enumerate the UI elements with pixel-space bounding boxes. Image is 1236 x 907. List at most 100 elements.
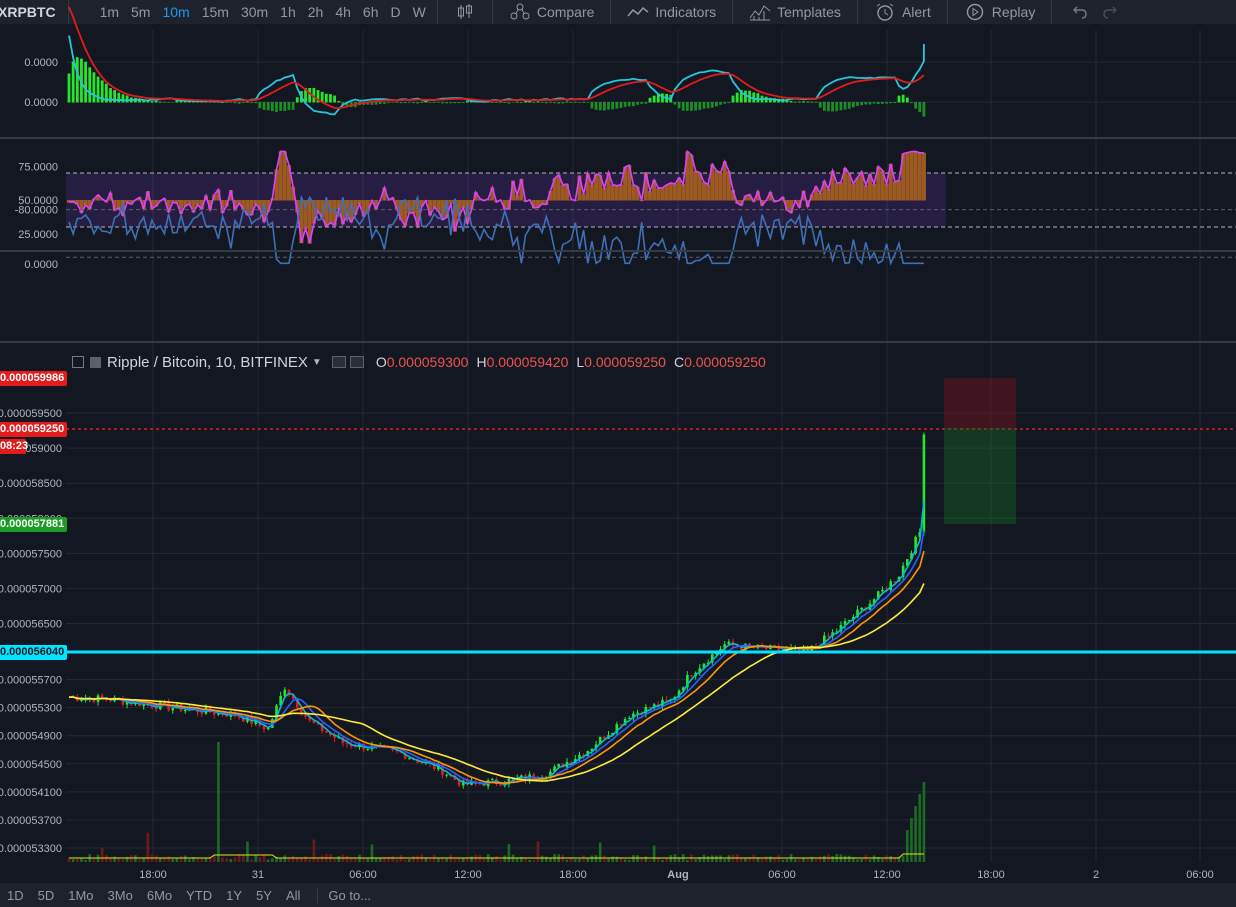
series-title[interactable]: Ripple / Bitcoin, 10, BITFINEX bbox=[107, 353, 308, 371]
symbol-search[interactable]: XRPBTC bbox=[0, 4, 56, 20]
range-3mo[interactable]: 3Mo bbox=[107, 887, 133, 903]
replay-button[interactable]: Replay bbox=[954, 0, 1046, 24]
rsi-histogram-bar bbox=[249, 200, 254, 216]
volume-bar bbox=[636, 855, 639, 862]
indicators-button[interactable]: Indicators bbox=[617, 0, 726, 24]
time-axis-label: 18:00 bbox=[139, 869, 167, 881]
rsi-line bbox=[68, 149, 924, 244]
rsi-histogram-bar bbox=[556, 174, 561, 201]
rsi-histogram-bar bbox=[477, 198, 482, 201]
macd-histogram-bar bbox=[590, 102, 594, 109]
range-5y[interactable]: 5Y bbox=[256, 887, 272, 903]
macd-histogram-bar bbox=[847, 102, 851, 109]
time-axis-label: 18:00 bbox=[559, 869, 587, 881]
time-axis-label: 06:00 bbox=[349, 869, 377, 881]
interval-w[interactable]: W bbox=[412, 4, 426, 20]
chart-canvas[interactable]: 0.0000595000.0000590000.0000585000.00005… bbox=[0, 0, 1236, 883]
macd-histogram-bar bbox=[627, 102, 631, 107]
candle-body bbox=[254, 720, 258, 724]
undo-button[interactable] bbox=[1058, 0, 1100, 24]
rsi-histogram-bar bbox=[660, 187, 665, 201]
volume-bar bbox=[748, 856, 751, 862]
interval-10m[interactable]: 10m bbox=[162, 4, 190, 20]
volume-bar bbox=[163, 857, 166, 862]
volume-bar bbox=[192, 856, 195, 862]
candle-body bbox=[823, 635, 826, 647]
rsi-histogram-bar bbox=[361, 200, 366, 217]
rsi-axis-label: 75.0000 bbox=[18, 161, 58, 173]
hide-icon[interactable] bbox=[349, 356, 364, 368]
volume-bar bbox=[893, 857, 897, 862]
rsi-histogram-bar bbox=[631, 184, 636, 201]
interval-15m[interactable]: 15m bbox=[201, 4, 229, 20]
candle-body bbox=[150, 704, 154, 708]
candle-body bbox=[594, 744, 598, 749]
volume-bar bbox=[810, 856, 814, 862]
volume-bar bbox=[785, 859, 789, 862]
range-1mo[interactable]: 1Mo bbox=[68, 887, 94, 903]
rsi-histogram-bar bbox=[166, 200, 171, 213]
interval-4h[interactable]: 4h bbox=[335, 4, 351, 20]
rsi-histogram-bar bbox=[511, 180, 516, 201]
high-key: H bbox=[476, 354, 487, 370]
macd-histogram-bar bbox=[104, 83, 108, 103]
templates-button[interactable]: Templates bbox=[739, 0, 851, 24]
candle-body bbox=[200, 712, 204, 714]
volume-bar bbox=[881, 859, 884, 862]
interval-2h[interactable]: 2h bbox=[307, 4, 324, 20]
alert-button[interactable]: Alert bbox=[864, 0, 941, 24]
candle-body bbox=[723, 644, 726, 650]
collapse-legend-button[interactable] bbox=[72, 356, 84, 368]
interval-6h[interactable]: 6h bbox=[362, 4, 379, 20]
range-1y[interactable]: 1Y bbox=[226, 887, 243, 903]
interval-1h[interactable]: 1h bbox=[280, 4, 296, 20]
interval-d[interactable]: D bbox=[390, 4, 401, 20]
macd-histogram-bar bbox=[602, 102, 606, 111]
chevron-down-icon[interactable]: ▼ bbox=[311, 356, 322, 368]
rsi-histogram-bar bbox=[863, 185, 868, 201]
compare-button[interactable]: Compare bbox=[499, 0, 605, 24]
macd-histogram-bar bbox=[432, 101, 436, 103]
range-ytd[interactable]: YTD bbox=[186, 887, 213, 903]
redo-button[interactable] bbox=[1100, 0, 1132, 24]
candle-body bbox=[677, 690, 681, 698]
volume-bar bbox=[212, 855, 216, 862]
candle-body bbox=[665, 699, 668, 701]
rsi-histogram-bar bbox=[598, 175, 603, 201]
rsi-histogram-bar bbox=[340, 200, 345, 225]
candle-body bbox=[308, 716, 311, 721]
toolbar-divider bbox=[491, 0, 493, 24]
range-1d[interactable]: 1D bbox=[7, 887, 24, 903]
settings-icon[interactable] bbox=[331, 356, 346, 368]
chart-type-button[interactable] bbox=[444, 0, 486, 24]
go-to-button[interactable]: Go to... bbox=[317, 887, 371, 903]
pane-divider[interactable] bbox=[0, 250, 1236, 252]
volume-bar bbox=[495, 856, 498, 862]
pane-divider[interactable] bbox=[0, 341, 1236, 343]
candle-body bbox=[648, 706, 652, 709]
volume-bar bbox=[221, 857, 224, 862]
volume-bar bbox=[362, 857, 365, 862]
macd-histogram-bar bbox=[92, 72, 96, 103]
macd-histogram-bar bbox=[250, 102, 253, 104]
range-6mo[interactable]: 6Mo bbox=[146, 887, 173, 903]
rsi-histogram-bar bbox=[867, 174, 872, 201]
candle-body bbox=[262, 725, 266, 730]
rsi-histogram-bar bbox=[170, 200, 175, 203]
candle-body bbox=[121, 699, 125, 705]
range-5d[interactable]: 5D bbox=[37, 887, 55, 903]
range-all[interactable]: All bbox=[285, 887, 301, 903]
price-axis-label: 0.000054500 bbox=[0, 759, 62, 771]
volume-bar bbox=[760, 858, 764, 862]
volume-bar bbox=[598, 842, 602, 862]
interval-30m[interactable]: 30m bbox=[240, 4, 269, 20]
interval-5m[interactable]: 5m bbox=[131, 4, 151, 20]
rsi-histogram-bar bbox=[432, 200, 437, 208]
rsi-histogram-bar bbox=[75, 200, 80, 205]
volume-bar bbox=[378, 858, 382, 862]
volume-bar bbox=[283, 855, 287, 862]
volume-bar bbox=[764, 856, 768, 862]
interval-1m[interactable]: 1m bbox=[99, 4, 120, 20]
volume-bar bbox=[138, 859, 141, 862]
pane-divider[interactable] bbox=[0, 137, 1236, 139]
